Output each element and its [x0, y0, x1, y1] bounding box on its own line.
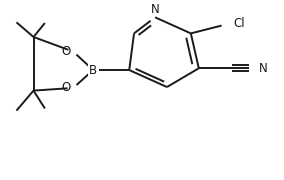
Text: O: O [62, 81, 71, 94]
Text: B: B [89, 64, 97, 76]
Text: Cl: Cl [233, 17, 245, 30]
Text: N: N [151, 3, 159, 16]
Text: O: O [62, 45, 71, 58]
Text: N: N [258, 62, 267, 75]
